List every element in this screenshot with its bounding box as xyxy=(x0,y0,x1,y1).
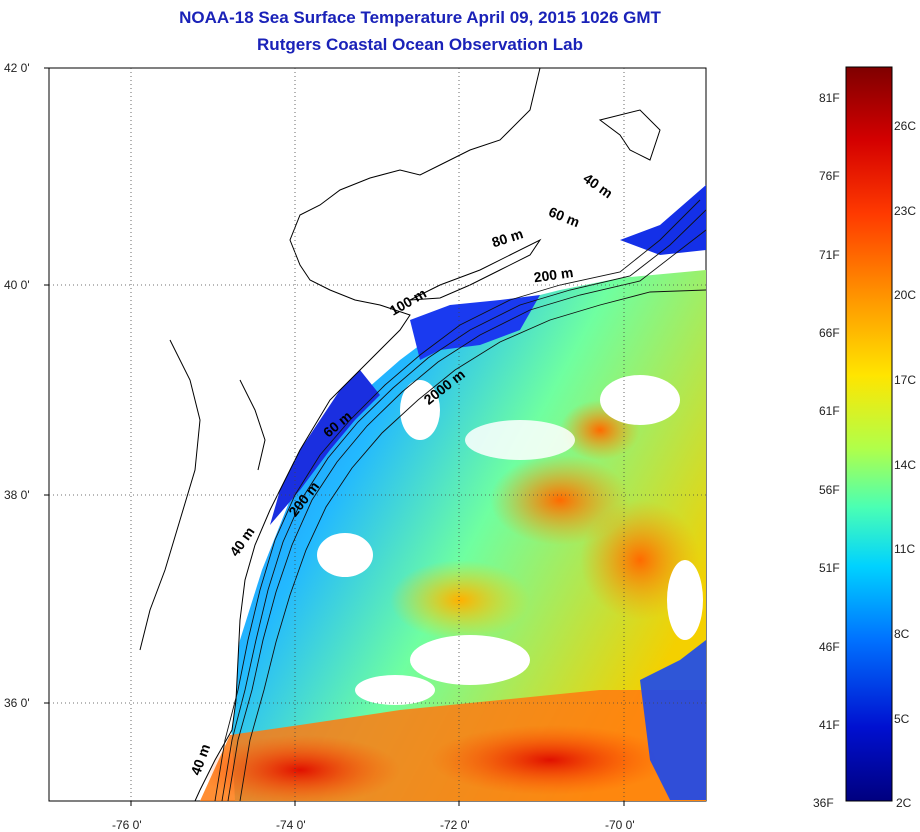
colorbar xyxy=(845,66,893,802)
lon-label: -70 0' xyxy=(605,818,635,832)
colorbar-label-f: 36F xyxy=(813,796,834,810)
colorbar-label-f: 61F xyxy=(819,404,840,418)
lat-label: 36 0' xyxy=(4,696,30,710)
chesapeake-bay xyxy=(139,339,201,651)
colorbar-label-c: 20C xyxy=(894,288,917,302)
title-line-1: NOAA-18 Sea Surface Temperature April 09… xyxy=(179,8,661,27)
colorbar-label-f: 56F xyxy=(819,483,840,497)
lon-label: -72 0' xyxy=(440,818,470,832)
long-island xyxy=(409,238,542,301)
cold-patch xyxy=(640,640,706,800)
colorbar-label-c: 26C xyxy=(894,119,917,133)
cloud-mask xyxy=(400,380,440,440)
colorbar-label-c: 14C xyxy=(894,458,917,472)
hot-patch xyxy=(430,725,670,795)
colorbar-label-f: 81F xyxy=(819,91,840,105)
colorbar-label-f: 41F xyxy=(819,718,840,732)
cape-cod xyxy=(598,109,661,161)
cloud-mask xyxy=(465,420,575,460)
contour-label: 200 m xyxy=(533,264,575,285)
delaware-bay xyxy=(239,379,266,471)
lat-label: 42 0' xyxy=(4,61,30,75)
cold-shelf-water xyxy=(270,370,380,525)
lon-label: -76 0' xyxy=(112,818,142,832)
colorbar-label-f: 46F xyxy=(819,640,840,654)
cloud-mask xyxy=(600,375,680,425)
lon-label: -74 0' xyxy=(276,818,306,832)
cloud-mask xyxy=(355,675,435,705)
cloud-mask xyxy=(317,533,373,577)
cloud-mask xyxy=(410,635,530,685)
cloud-mask xyxy=(667,560,703,640)
bathymetry-contours xyxy=(214,199,706,801)
coastline-land xyxy=(49,68,541,801)
lat-lon-grid xyxy=(49,68,706,801)
colorbar-label-f: 71F xyxy=(819,248,840,262)
axis-ticks xyxy=(44,67,625,806)
colorbar-label-c: 2C xyxy=(896,796,912,810)
colorbar-label-c: 11C xyxy=(894,542,916,556)
colorbar-label-c: 8C xyxy=(894,627,910,641)
lat-label: 40 0' xyxy=(4,278,30,292)
warm-patch xyxy=(390,560,530,640)
hot-patch xyxy=(200,735,400,801)
colorbar-label-f: 66F xyxy=(819,326,840,340)
colorbar-label-c: 23C xyxy=(894,204,917,218)
lat-label: 38 0' xyxy=(4,488,30,502)
colorbar-label-f: 76F xyxy=(819,169,840,183)
colorbar-label-f: 51F xyxy=(819,561,840,575)
colorbar-label-c: 17C xyxy=(894,373,917,387)
title-line-2: Rutgers Coastal Ocean Observation Lab xyxy=(257,35,583,54)
colorbar-label-c: 5C xyxy=(894,712,910,726)
cold-shelf-water xyxy=(620,185,706,255)
